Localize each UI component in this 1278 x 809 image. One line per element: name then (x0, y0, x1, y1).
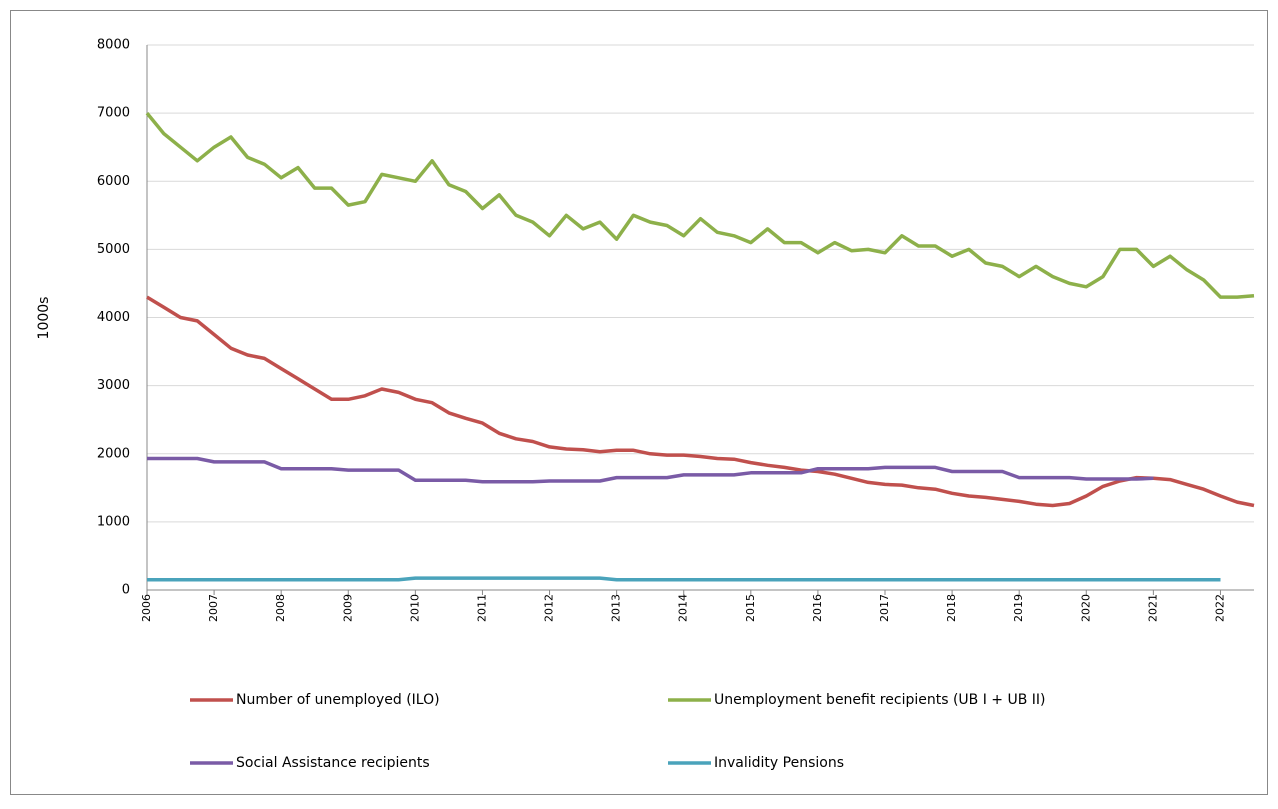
y-tick-label: 5000 (97, 242, 130, 257)
y-axis-label: 1000s (36, 297, 52, 340)
y-tick-label: 4000 (97, 310, 130, 325)
y-tick-label: 0 (122, 583, 130, 598)
x-tick-label: 2012 (543, 594, 556, 622)
y-tick-label: 7000 (97, 106, 130, 121)
x-tick-label: 2020 (1079, 594, 1092, 622)
x-tick-label: 2009 (341, 594, 354, 622)
legend-label: Social Assistance recipients (236, 755, 430, 771)
y-tick-label: 3000 (97, 378, 130, 393)
x-tick-label: 2014 (677, 594, 690, 622)
legend-label: Invalidity Pensions (714, 755, 844, 771)
x-tick-label: 2007 (207, 594, 220, 622)
y-tick-label: 6000 (97, 174, 130, 189)
x-tick-label: 2021 (1146, 594, 1159, 622)
x-tick-label: 2016 (811, 594, 824, 622)
legend-label: Unemployment benefit recipients (UB I + … (714, 692, 1046, 708)
x-tick-label: 2006 (140, 594, 153, 622)
series-line (147, 576, 1221, 582)
x-tick-label: 2015 (744, 594, 757, 622)
y-tick-label: 1000 (97, 514, 130, 529)
chart-frame (10, 10, 1268, 795)
x-tick-label: 2018 (945, 594, 958, 622)
y-tick-label: 8000 (97, 38, 130, 53)
y-tick-label: 2000 (97, 446, 130, 461)
series-line (145, 111, 1255, 299)
x-tick-label: 2022 (1213, 594, 1226, 622)
x-tick-label: 2008 (274, 594, 287, 622)
legend-label: Number of unemployed (ILO) (236, 692, 440, 708)
x-tick-label: 2019 (1012, 594, 1025, 622)
x-tick-label: 2011 (475, 594, 488, 622)
x-tick-label: 2013 (610, 594, 623, 622)
x-tick-label: 2017 (878, 594, 891, 622)
x-tick-label: 2010 (408, 594, 421, 622)
series-line (146, 295, 1255, 508)
series-line (147, 456, 1154, 484)
